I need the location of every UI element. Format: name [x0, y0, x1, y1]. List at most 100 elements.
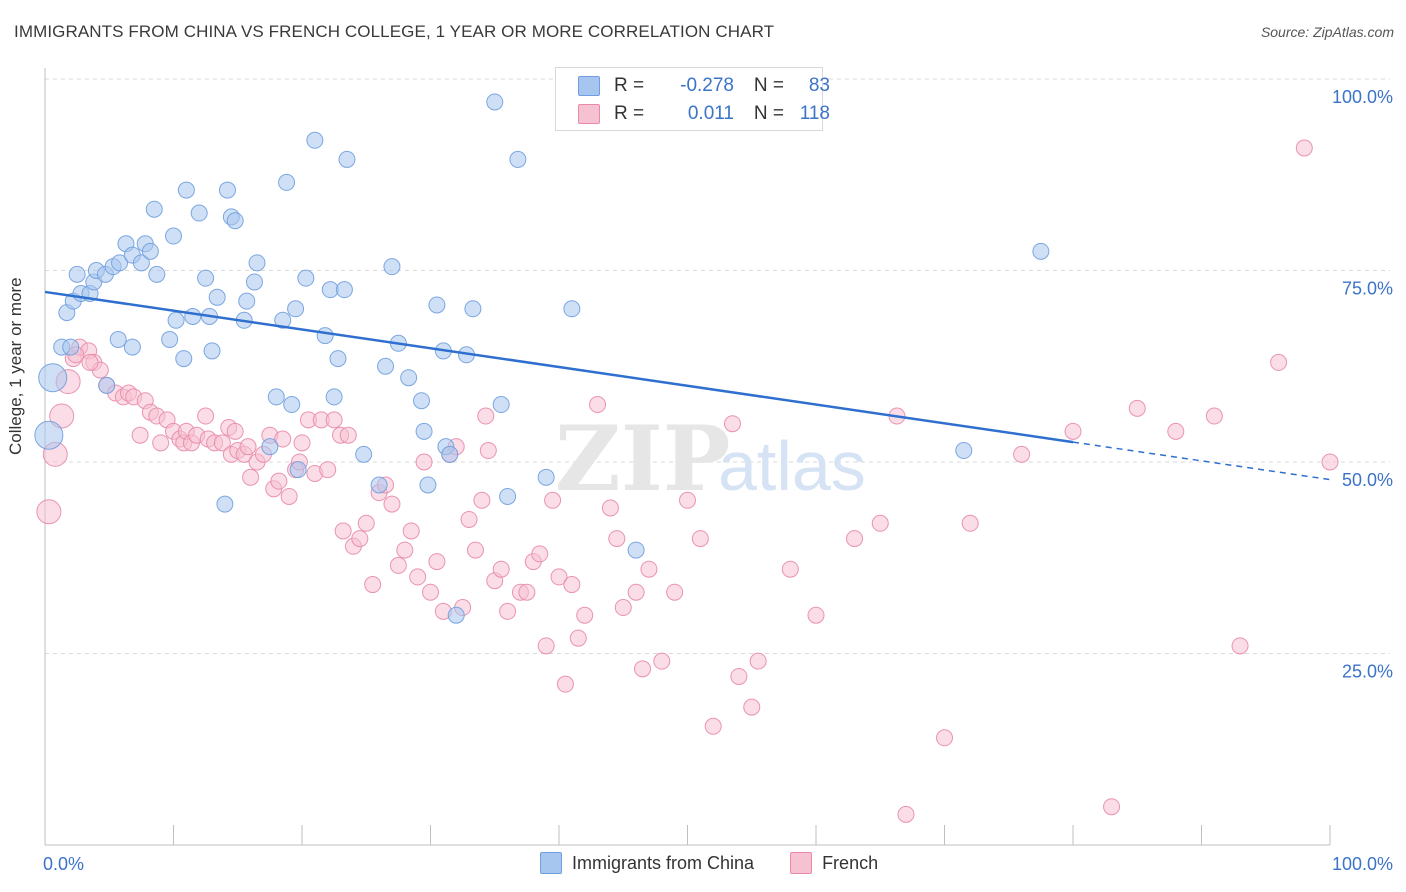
french-point [627, 583, 645, 601]
china-point [325, 388, 343, 406]
legend-n-label: N = [753, 103, 784, 124]
french-point [634, 660, 652, 678]
french-point [556, 675, 574, 693]
china-point [123, 338, 141, 356]
china-point [226, 212, 244, 230]
legend-swatch-china [578, 76, 600, 96]
french-point [723, 415, 741, 433]
china-point [428, 296, 446, 314]
china-point [1032, 242, 1050, 260]
french-point [936, 729, 953, 747]
china-point [167, 311, 185, 329]
y-tick-label: 50.0% [1342, 470, 1393, 490]
china-point [537, 468, 555, 486]
legend-item-china[interactable]: Immigrants from China [540, 852, 754, 874]
french-point [1103, 798, 1121, 816]
french-point [961, 514, 979, 532]
china-point [441, 445, 459, 463]
french-point [81, 353, 99, 371]
y-tick-label: 25.0% [1342, 662, 1393, 682]
french-point [1231, 637, 1249, 655]
french-point [608, 530, 626, 548]
french-point [319, 461, 337, 479]
french-point [640, 560, 658, 578]
china-point [148, 265, 166, 283]
french-point [242, 468, 260, 486]
china-point [419, 476, 437, 494]
china-point [203, 342, 221, 360]
french-point [325, 411, 343, 429]
french-point [1064, 422, 1082, 440]
french-point [653, 652, 671, 670]
china-point [261, 438, 279, 456]
china-point [62, 338, 80, 356]
french-point [293, 434, 311, 452]
china-point [274, 311, 292, 329]
french-point [460, 510, 478, 528]
china-point [338, 150, 356, 168]
french-point [749, 652, 767, 670]
china-point [141, 242, 159, 260]
china-point [238, 292, 256, 310]
french-point [1167, 422, 1185, 440]
y-axis-label: College, 1 year or more [6, 277, 25, 455]
french-point [569, 629, 587, 647]
tick-labels: 25.0% 50.0% 75.0% 100.0% 0.0% 100.0% [43, 87, 1393, 874]
legend-item-french[interactable]: French [790, 852, 878, 874]
french-point [730, 667, 748, 685]
china-point [109, 330, 127, 348]
french-point [531, 545, 549, 563]
french-point [871, 514, 889, 532]
french-point [422, 583, 439, 601]
china-point [216, 495, 234, 513]
china-point [132, 254, 150, 272]
china-point [68, 265, 86, 283]
china-point [627, 541, 645, 559]
french-point [679, 491, 696, 509]
china-trend-line-extension [1072, 441, 1331, 481]
china-point [355, 445, 373, 463]
china-point [98, 376, 116, 394]
china-point [297, 269, 315, 287]
french-point [213, 434, 231, 452]
french-point [544, 491, 562, 509]
china-point [245, 273, 263, 291]
french-point [614, 599, 632, 617]
legend-n-value: 118 [799, 103, 830, 124]
legend-r-value: -0.278 [680, 75, 734, 96]
china-point [306, 131, 324, 149]
french-point [131, 426, 149, 444]
legend-r-value: 0.011 [687, 103, 734, 124]
china-point [165, 227, 182, 245]
french-point [415, 453, 433, 471]
chart-source: Source: ZipAtlas.com [1260, 24, 1394, 40]
china-point [415, 422, 433, 440]
china-point [370, 476, 388, 494]
china-point [413, 392, 431, 410]
french-point [550, 568, 568, 586]
french-point [499, 602, 517, 620]
china-point [335, 281, 353, 299]
french-point [239, 438, 257, 456]
legend-swatch-china [540, 852, 562, 874]
french-point [1013, 445, 1031, 463]
legend-label-china: Immigrants from China [572, 852, 755, 873]
french-point [364, 576, 382, 594]
french-point [402, 522, 420, 540]
french-point [49, 403, 75, 429]
french-point [226, 422, 244, 440]
french-point [197, 407, 215, 425]
legend-swatch-french [578, 104, 600, 124]
china-point [400, 369, 418, 387]
french-point [339, 426, 357, 444]
french-point [477, 407, 495, 425]
french-point [576, 606, 594, 624]
watermark-atlas: atlas [718, 427, 866, 505]
china-trend-line [44, 290, 1074, 444]
legend-row-china: R = -0.278 N = 83 [578, 73, 830, 99]
china-point [184, 307, 202, 325]
china-point [955, 442, 973, 460]
french-point [36, 499, 62, 525]
